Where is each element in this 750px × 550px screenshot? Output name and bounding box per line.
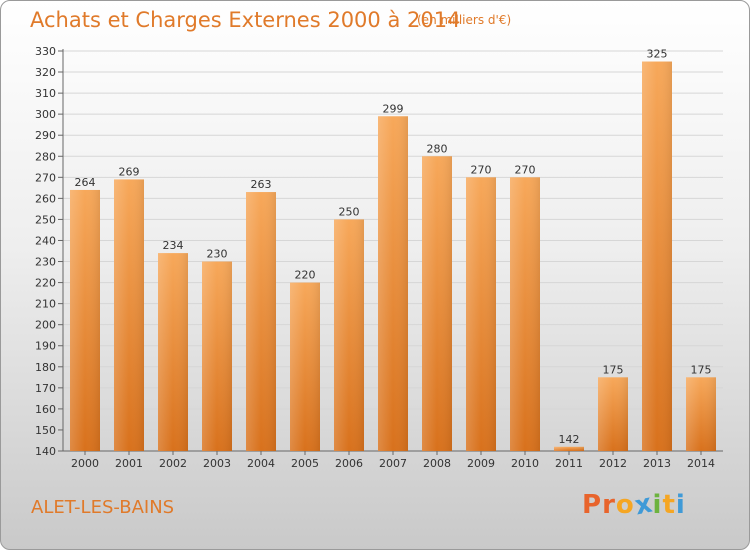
y-tick-label: 300 — [35, 108, 56, 121]
logo-letter: r — [602, 490, 616, 520]
data-label-2004: 263 — [251, 178, 272, 191]
data-label-2011: 142 — [559, 433, 580, 446]
bar-shine — [686, 377, 716, 451]
x-tick-label: 2000 — [71, 457, 99, 470]
y-tick-labels: 140 150 160 170 180 190 200 210 220 230 240 250 260 2… — [35, 45, 56, 458]
logo-letter: i — [652, 490, 663, 520]
data-labels: 264 269 234 230 263 220 250 299 280 270 270 142 175 3… — [75, 48, 712, 446]
x-tick-label: 2011 — [555, 457, 583, 470]
y-tick-label: 140 — [35, 445, 56, 458]
data-label-2007: 299 — [383, 102, 404, 115]
bar-shine — [554, 446, 584, 451]
bar-shine — [422, 156, 452, 451]
bar-shine — [510, 177, 540, 451]
y-tick-label: 170 — [35, 382, 56, 395]
data-label-2003: 230 — [207, 248, 228, 261]
chart-title: Achats et Charges Externes 2000 à 2014 — [30, 8, 461, 32]
data-label-2009: 270 — [471, 163, 492, 176]
bar-shine — [334, 219, 364, 451]
logo-letter: o — [615, 490, 635, 520]
y-tick-label: 320 — [35, 66, 56, 79]
data-label-2002: 234 — [163, 239, 184, 252]
data-label-2006: 250 — [339, 205, 360, 218]
logo-letter: i — [675, 490, 686, 520]
y-tick-label: 190 — [35, 340, 56, 353]
x-tick-label: 2013 — [643, 457, 671, 470]
logo-letter: P — [582, 490, 603, 520]
x-tick-label: 2006 — [335, 457, 363, 470]
y-tick-label: 150 — [35, 424, 56, 437]
y-tick-label: 180 — [35, 361, 56, 374]
x-tick-label: 2004 — [247, 457, 275, 470]
y-tick-label: 260 — [35, 192, 56, 205]
x-tick-label: 2014 — [687, 457, 715, 470]
y-tick-label: 210 — [35, 298, 56, 311]
bar-shine — [70, 189, 100, 451]
data-label-2010: 270 — [515, 163, 536, 176]
proxiti-logo: Proxiti — [582, 488, 686, 521]
bar-shine — [158, 253, 188, 451]
y-tick-label: 220 — [35, 277, 56, 290]
bars — [70, 61, 716, 452]
y-tick-label: 160 — [35, 403, 56, 416]
x-tick-label: 2002 — [159, 457, 187, 470]
y-tick-label: 330 — [35, 45, 56, 58]
y-tick-label: 240 — [35, 234, 56, 247]
data-label-2013: 325 — [647, 48, 668, 61]
data-label-2001: 269 — [119, 165, 140, 178]
bar-shine — [642, 61, 672, 452]
logo-letter: t — [662, 490, 676, 520]
y-tick-label: 290 — [35, 129, 56, 142]
commune-name: ALET-LES-BAINS — [31, 497, 175, 518]
bar-shine — [290, 282, 320, 451]
data-label-2012: 175 — [603, 363, 624, 376]
bar-shine — [114, 179, 144, 451]
data-label-2008: 280 — [427, 142, 448, 155]
x-tick-label: 2010 — [511, 457, 539, 470]
bar-shine — [598, 377, 628, 451]
y-tick-label: 280 — [35, 150, 56, 163]
x-tick-label: 2008 — [423, 457, 451, 470]
y-tick-label: 270 — [35, 171, 56, 184]
x-tick-label: 2001 — [115, 457, 143, 470]
data-label-2000: 264 — [75, 176, 96, 189]
data-label-2005: 220 — [295, 269, 316, 282]
x-tick-label: 2005 — [291, 457, 319, 470]
bar-shine — [202, 261, 232, 451]
x-tick-label: 2003 — [203, 457, 231, 470]
x-tick-label: 2012 — [599, 457, 627, 470]
y-tick-label: 250 — [35, 213, 56, 226]
data-label-2014: 175 — [691, 363, 712, 376]
y-tick-label: 200 — [35, 319, 56, 332]
x-tick-labels: 2000 2001 2002 2003 2004 2005 2006 2007 2008 2009… — [71, 451, 715, 470]
bar-shine — [466, 177, 496, 451]
bar-shine — [246, 192, 276, 452]
bar-shine — [378, 116, 408, 452]
x-tick-label: 2007 — [379, 457, 407, 470]
y-tick-label: 310 — [35, 87, 56, 100]
chart-unit: (en milliers d'€) — [417, 13, 512, 27]
x-tick-label: 2009 — [467, 457, 495, 470]
y-tick-label: 230 — [35, 256, 56, 269]
